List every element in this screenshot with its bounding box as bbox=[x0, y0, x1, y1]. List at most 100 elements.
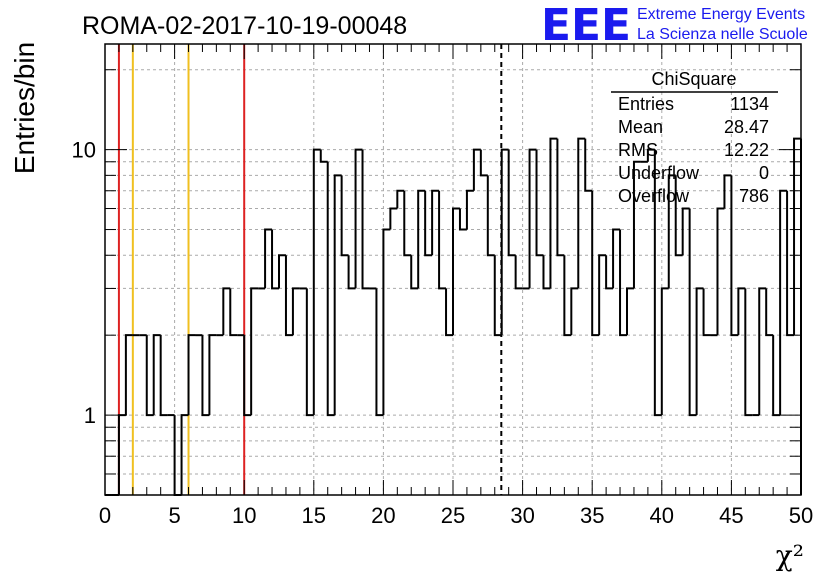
histogram-bin bbox=[507, 149, 516, 257]
histogram-bin bbox=[424, 190, 433, 257]
histogram-bin bbox=[403, 190, 412, 257]
histogram-bin bbox=[653, 149, 662, 417]
eee-logo: EEE Extreme Energy Events La Scienza nel… bbox=[541, 0, 808, 51]
histogram-bin bbox=[396, 189, 405, 209]
histogram-bin bbox=[312, 148, 321, 416]
histogram-bin bbox=[159, 335, 168, 417]
histogram-bin bbox=[535, 149, 544, 257]
histogram-bin bbox=[702, 288, 711, 337]
histogram-bin bbox=[431, 189, 440, 256]
histogram-bin bbox=[605, 255, 614, 290]
histogram-bin bbox=[779, 189, 788, 416]
histogram-bin bbox=[264, 228, 273, 289]
axes bbox=[104, 43, 802, 496]
y-tick-label: 10 bbox=[72, 138, 96, 163]
histogram-bin bbox=[674, 175, 683, 257]
histogram-bin bbox=[730, 175, 739, 337]
stats-value-mean: 28.47 bbox=[724, 117, 769, 137]
stats-label-rms: RMS bbox=[618, 140, 658, 160]
x-tick-label: 35 bbox=[580, 503, 604, 528]
histogram-bin bbox=[612, 228, 621, 289]
stats-label-underflow: Underflow bbox=[618, 163, 700, 183]
histogram-bin bbox=[723, 174, 732, 209]
stats-value-overflow: 786 bbox=[739, 186, 769, 206]
histogram-bin bbox=[222, 287, 231, 336]
histogram-bin bbox=[445, 288, 453, 337]
x-tick-label: 5 bbox=[168, 503, 180, 528]
histogram-bin bbox=[584, 138, 593, 192]
histogram-bin bbox=[563, 255, 572, 337]
x-tick-label: 20 bbox=[371, 503, 395, 528]
x-tick-label: 25 bbox=[441, 503, 465, 528]
histogram-bin bbox=[556, 138, 565, 257]
x-tick-label: 0 bbox=[99, 503, 111, 528]
y-tick-label: 1 bbox=[84, 403, 96, 428]
histogram-bin bbox=[493, 255, 502, 337]
histogram-bin bbox=[514, 255, 523, 290]
histogram-bin bbox=[354, 148, 363, 289]
histogram-bin bbox=[479, 149, 488, 177]
histogram-bin bbox=[528, 148, 537, 289]
x-axis-title: χ² bbox=[776, 539, 804, 572]
histogram-bin bbox=[305, 288, 314, 417]
histogram-bin bbox=[591, 190, 600, 337]
histogram-bin bbox=[229, 288, 238, 337]
histogram-bin bbox=[667, 174, 676, 289]
stats-label-entries: Entries bbox=[618, 94, 674, 114]
histogram-bin bbox=[145, 335, 154, 417]
histogram-bin bbox=[737, 287, 746, 336]
histogram-bin bbox=[744, 288, 753, 417]
histogram-bin bbox=[598, 254, 607, 336]
stats-value-underflow: 0 bbox=[759, 163, 769, 183]
histogram-bin bbox=[201, 335, 210, 417]
histogram-bin bbox=[765, 288, 774, 337]
histogram-bin bbox=[619, 229, 627, 337]
histogram-bin bbox=[152, 334, 161, 416]
chart-title: ROMA-02-2017-10-19-00048 bbox=[82, 12, 407, 40]
x-tick-label: 40 bbox=[650, 503, 674, 528]
histogram-bin bbox=[410, 255, 419, 290]
stats-value-entries: 1134 bbox=[730, 94, 769, 114]
histogram-bin bbox=[271, 229, 279, 290]
histogram-bin bbox=[793, 137, 801, 336]
histogram-bin bbox=[632, 160, 641, 289]
x-tick-label: 45 bbox=[719, 503, 743, 528]
histogram-bin bbox=[417, 189, 426, 289]
histogram-bin bbox=[326, 161, 335, 417]
histogram-bin bbox=[577, 137, 586, 289]
histogram-bin bbox=[250, 287, 259, 416]
histogram-bin bbox=[438, 190, 447, 290]
x-tick-label: 15 bbox=[302, 503, 326, 528]
eee-logo-text: EEE bbox=[541, 0, 631, 51]
histogram-bin bbox=[758, 287, 767, 416]
histogram-bin bbox=[716, 207, 725, 336]
histogram-bin bbox=[361, 149, 370, 290]
histogram-bin bbox=[340, 175, 349, 257]
histogram-bin bbox=[124, 334, 133, 416]
histogram-bin bbox=[695, 287, 704, 416]
histogram-bin bbox=[187, 334, 196, 416]
histogram-bin bbox=[452, 207, 460, 336]
logo-line2: La Scienza nelle Scuole bbox=[637, 26, 808, 43]
histogram-bin bbox=[278, 254, 286, 289]
histogram-bin bbox=[208, 334, 217, 416]
stats-value-rms: 12.22 bbox=[724, 140, 769, 160]
histogram-bin bbox=[486, 175, 495, 257]
histogram-bin bbox=[500, 148, 509, 336]
logo-line1: Extreme Energy Events bbox=[637, 6, 805, 23]
histogram-bin bbox=[347, 255, 356, 290]
histogram-bin bbox=[319, 149, 328, 163]
x-tick-label: 30 bbox=[510, 503, 534, 528]
histogram-bin bbox=[465, 189, 474, 230]
stats-label-overflow: Overflow bbox=[618, 186, 690, 206]
histogram-bin bbox=[333, 174, 342, 416]
histogram-bin bbox=[570, 287, 579, 336]
histogram-bin bbox=[243, 335, 252, 417]
histogram-bin bbox=[660, 287, 669, 416]
histogram-bin bbox=[772, 335, 781, 417]
histogram-bin bbox=[681, 207, 690, 256]
histogram-bin bbox=[786, 190, 795, 337]
stats-box: ChiSquare Entries 1134 Mean 28.47 RMS 12… bbox=[611, 69, 778, 206]
histogram-bin bbox=[688, 208, 697, 417]
